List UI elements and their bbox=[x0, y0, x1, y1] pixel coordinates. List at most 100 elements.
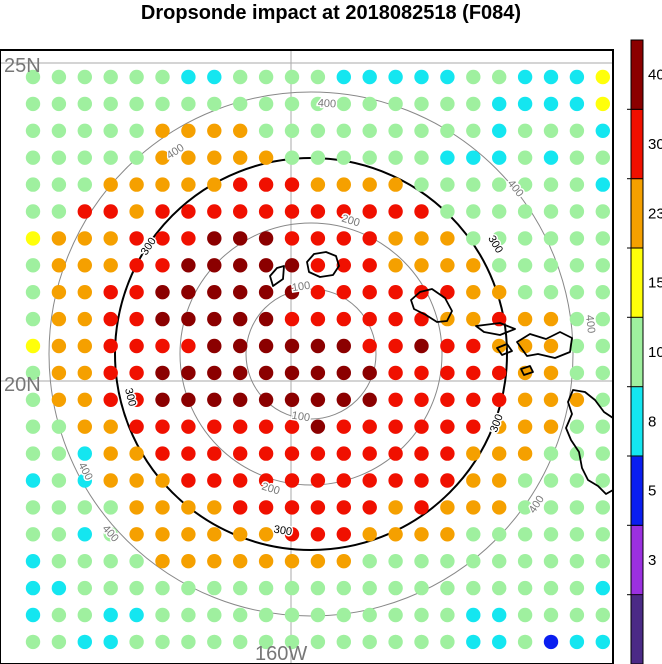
sample-point bbox=[258, 365, 274, 381]
sample-point bbox=[466, 634, 481, 650]
sample-point bbox=[181, 446, 196, 461]
ring-label: 200 bbox=[260, 481, 281, 498]
sample-point bbox=[362, 365, 377, 381]
sample-point bbox=[336, 607, 351, 623]
sample-point bbox=[129, 634, 144, 650]
sample-point bbox=[336, 338, 351, 354]
sample-point bbox=[362, 338, 377, 354]
colorbar-tick-label: 30 bbox=[648, 136, 662, 153]
sample-point bbox=[492, 204, 507, 219]
sample-point bbox=[336, 580, 351, 596]
sample-point bbox=[492, 527, 507, 542]
sample-point bbox=[51, 177, 67, 192]
sample-point bbox=[647, 258, 661, 272]
sample-point bbox=[595, 258, 610, 273]
sample-point bbox=[284, 446, 300, 461]
sample-point bbox=[284, 150, 300, 165]
sample-point bbox=[388, 285, 403, 300]
sample-point bbox=[77, 338, 93, 354]
sample-point bbox=[207, 311, 222, 327]
sample-point bbox=[492, 446, 507, 461]
sample-point bbox=[414, 580, 429, 596]
sample-point bbox=[155, 204, 170, 219]
sample-point bbox=[258, 473, 274, 488]
range-ring bbox=[245, 288, 377, 420]
sample-point bbox=[155, 527, 170, 542]
sample-point bbox=[440, 69, 455, 85]
sample-point bbox=[77, 285, 93, 300]
sample-point bbox=[595, 150, 610, 165]
colorbar-tick-label: 23 bbox=[648, 205, 662, 222]
sample-point bbox=[258, 69, 274, 85]
sample-point bbox=[258, 554, 274, 569]
sample-point bbox=[569, 123, 585, 138]
sample-point bbox=[181, 338, 196, 354]
colorbar-segment bbox=[631, 594, 643, 664]
sample-point bbox=[466, 446, 481, 461]
sample-point bbox=[77, 527, 93, 542]
sample-point bbox=[155, 473, 170, 488]
sample-point bbox=[207, 285, 222, 300]
sample-point bbox=[492, 338, 507, 354]
sample-point bbox=[258, 527, 274, 542]
sample-point bbox=[310, 446, 326, 461]
sample-point bbox=[362, 607, 377, 623]
sample-point bbox=[388, 607, 403, 623]
sample-point bbox=[25, 150, 41, 165]
sample-point bbox=[492, 365, 507, 381]
sample-point bbox=[492, 69, 507, 85]
sample-point bbox=[388, 634, 403, 650]
sample-point bbox=[207, 123, 222, 138]
sample-point bbox=[647, 97, 661, 111]
sample-point bbox=[466, 231, 481, 246]
sample-point bbox=[569, 473, 585, 488]
coastline-oahu bbox=[410, 288, 453, 323]
sample-point bbox=[595, 634, 610, 650]
sample-point bbox=[51, 96, 67, 112]
sample-point bbox=[181, 204, 196, 219]
sample-point bbox=[336, 554, 351, 569]
sample-point bbox=[77, 311, 93, 327]
sample-point bbox=[388, 311, 403, 327]
sample-point bbox=[258, 150, 274, 165]
coastline-kahoolawe bbox=[520, 365, 534, 376]
coastline-kauai bbox=[306, 251, 340, 278]
colorbar-segment bbox=[631, 456, 643, 526]
sample-point bbox=[233, 554, 248, 569]
sample-point bbox=[233, 419, 248, 434]
sample-point bbox=[362, 527, 377, 542]
sample-point bbox=[466, 527, 481, 542]
sample-point bbox=[207, 607, 222, 623]
sample-point bbox=[543, 204, 559, 219]
sample-point bbox=[233, 446, 248, 461]
sample-point bbox=[129, 473, 144, 488]
sample-point bbox=[595, 69, 610, 85]
colorbar-tick-label: 10 bbox=[648, 344, 662, 361]
sample-point bbox=[414, 527, 429, 542]
sample-point bbox=[77, 69, 93, 85]
sample-point bbox=[51, 580, 67, 596]
sample-point bbox=[155, 500, 170, 515]
sample-point bbox=[25, 634, 41, 650]
sample-point bbox=[647, 608, 661, 622]
sample-point bbox=[207, 392, 222, 407]
sample-point bbox=[25, 527, 41, 542]
sample-point bbox=[181, 311, 196, 327]
sample-point bbox=[51, 231, 67, 246]
sample-point bbox=[284, 554, 300, 569]
sample-point bbox=[103, 258, 118, 273]
sample-point bbox=[155, 580, 170, 596]
sample-point bbox=[543, 150, 559, 165]
sample-point bbox=[103, 150, 118, 165]
sample-point bbox=[207, 204, 222, 219]
sample-point bbox=[517, 69, 533, 85]
sample-point bbox=[181, 580, 196, 596]
sample-point bbox=[440, 634, 455, 650]
sample-point bbox=[25, 338, 41, 354]
sample-point bbox=[414, 204, 429, 219]
sample-point bbox=[207, 338, 222, 354]
sample-point bbox=[25, 446, 41, 461]
sample-point bbox=[284, 419, 300, 434]
colorbar-tick-label: 5 bbox=[648, 483, 656, 500]
sample-point bbox=[336, 123, 351, 138]
